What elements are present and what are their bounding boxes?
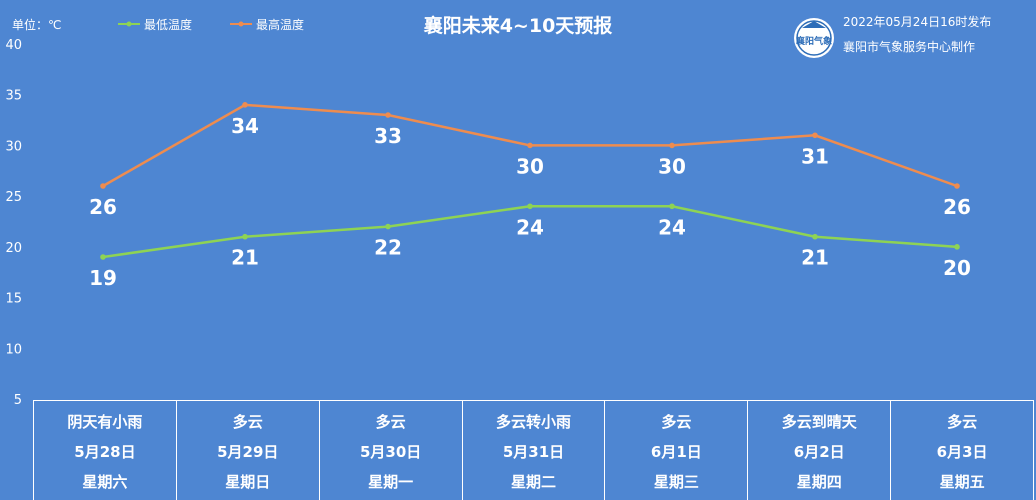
data-point: [242, 102, 248, 108]
unit-label: 单位：℃: [12, 17, 61, 32]
data-point: [669, 142, 675, 149]
data-label: 20: [943, 256, 971, 280]
day-weekday: 星期日: [225, 472, 271, 491]
day-date: 6月3日: [936, 442, 988, 461]
day-weather: 阴天有小雨: [67, 413, 143, 432]
data-point: [527, 203, 533, 210]
day-weekday: 星期二: [511, 472, 557, 491]
data-label: 30: [516, 154, 544, 178]
y-tick-label: 25: [5, 190, 22, 205]
legend-label-min: 最低温度: [144, 17, 192, 32]
data-point: [954, 183, 960, 189]
day-date: 5月29日: [217, 442, 279, 461]
day-weather: 多云转小雨: [496, 413, 572, 432]
y-tick-label: 5: [14, 393, 22, 408]
data-label: 26: [89, 195, 117, 219]
publish-time: 2022年05月24日16时发布: [843, 14, 991, 29]
day-date: 5月31日: [502, 442, 565, 461]
day-date: 5月30日: [359, 442, 422, 461]
data-label: 31: [801, 144, 829, 168]
data-point: [669, 203, 675, 210]
legend: 最低温度 最高温度: [118, 17, 304, 32]
day-column: 多云 6月3日星期五: [891, 401, 1035, 500]
data-point: [527, 142, 533, 149]
data-point: [385, 223, 391, 230]
data-label: 21: [801, 246, 829, 270]
data-point: [242, 233, 248, 240]
y-tick-label: 40: [5, 38, 22, 53]
day-date: 6月2日: [793, 442, 845, 461]
day-weather: 多云: [232, 413, 263, 432]
chart-title: 襄阳未来4~10天预报: [423, 14, 613, 37]
y-tick-label: 30: [5, 139, 22, 154]
data-point: [954, 244, 960, 250]
day-column: 多云 5月29日星期日: [177, 401, 320, 500]
data-label: 24: [516, 215, 544, 239]
data-label: 34: [231, 114, 259, 138]
day-column: 阴天有小雨 5月28日星期六: [34, 401, 177, 500]
data-point: [100, 254, 106, 260]
forecast-table: 阴天有小雨 5月28日星期六 多云 5月29日星期日 多云 5月30日星期一 多云转小雨 5月…: [33, 400, 1035, 500]
day-weekday: 星期六: [82, 472, 128, 491]
data-labels: 19 21 22 24 24 21 20 26 34 33 30 30 31 26: [89, 114, 971, 290]
series-lines: [100, 102, 960, 260]
day-column: 多云转小雨 5月31日星期二: [463, 401, 606, 500]
day-weekday: 星期三: [653, 472, 699, 491]
day-column: 多云 5月30日星期一: [320, 401, 463, 500]
data-point: [812, 233, 818, 240]
data-label: 22: [374, 236, 402, 260]
data-point: [100, 183, 106, 189]
data-label: 24: [658, 215, 686, 239]
day-date: 5月28日: [74, 442, 136, 461]
day-weather: 多云到晴天: [781, 413, 857, 432]
logo-seal: 襄阳气象: [794, 18, 834, 58]
y-tick-label: 35: [5, 89, 22, 104]
y-tick-label: 20: [5, 241, 22, 256]
data-label: 30: [658, 154, 686, 178]
day-weather: 多云: [947, 413, 978, 432]
data-point: [385, 112, 391, 118]
logo-text: 襄阳气象: [795, 35, 832, 47]
y-tick-label: 10: [5, 342, 22, 357]
day-weekday: 星期四: [796, 472, 842, 491]
data-label: 26: [943, 195, 971, 219]
day-date: 6月1日: [650, 442, 702, 461]
data-point: [812, 132, 818, 139]
data-label: 21: [231, 246, 259, 270]
day-weekday: 星期一: [368, 472, 414, 491]
legend-item-max: 最高温度: [230, 17, 304, 32]
day-weekday: 星期五: [939, 472, 985, 491]
legend-item-min: 最低温度: [118, 17, 192, 32]
y-tick-label: 15: [5, 292, 22, 307]
day-column: 多云 6月1日星期三: [605, 401, 749, 500]
day-weather: 多云: [375, 413, 406, 432]
day-column: 多云到晴天 6月2日星期四: [748, 401, 892, 500]
day-weather: 多云: [661, 413, 692, 432]
publisher: 襄阳市气象服务中心制作: [843, 39, 975, 54]
data-label: 19: [89, 266, 117, 290]
y-axis: 40 35 30 25 20 15 10 5: [5, 38, 22, 408]
data-label: 33: [374, 124, 402, 148]
legend-label-max: 最高温度: [256, 17, 304, 32]
